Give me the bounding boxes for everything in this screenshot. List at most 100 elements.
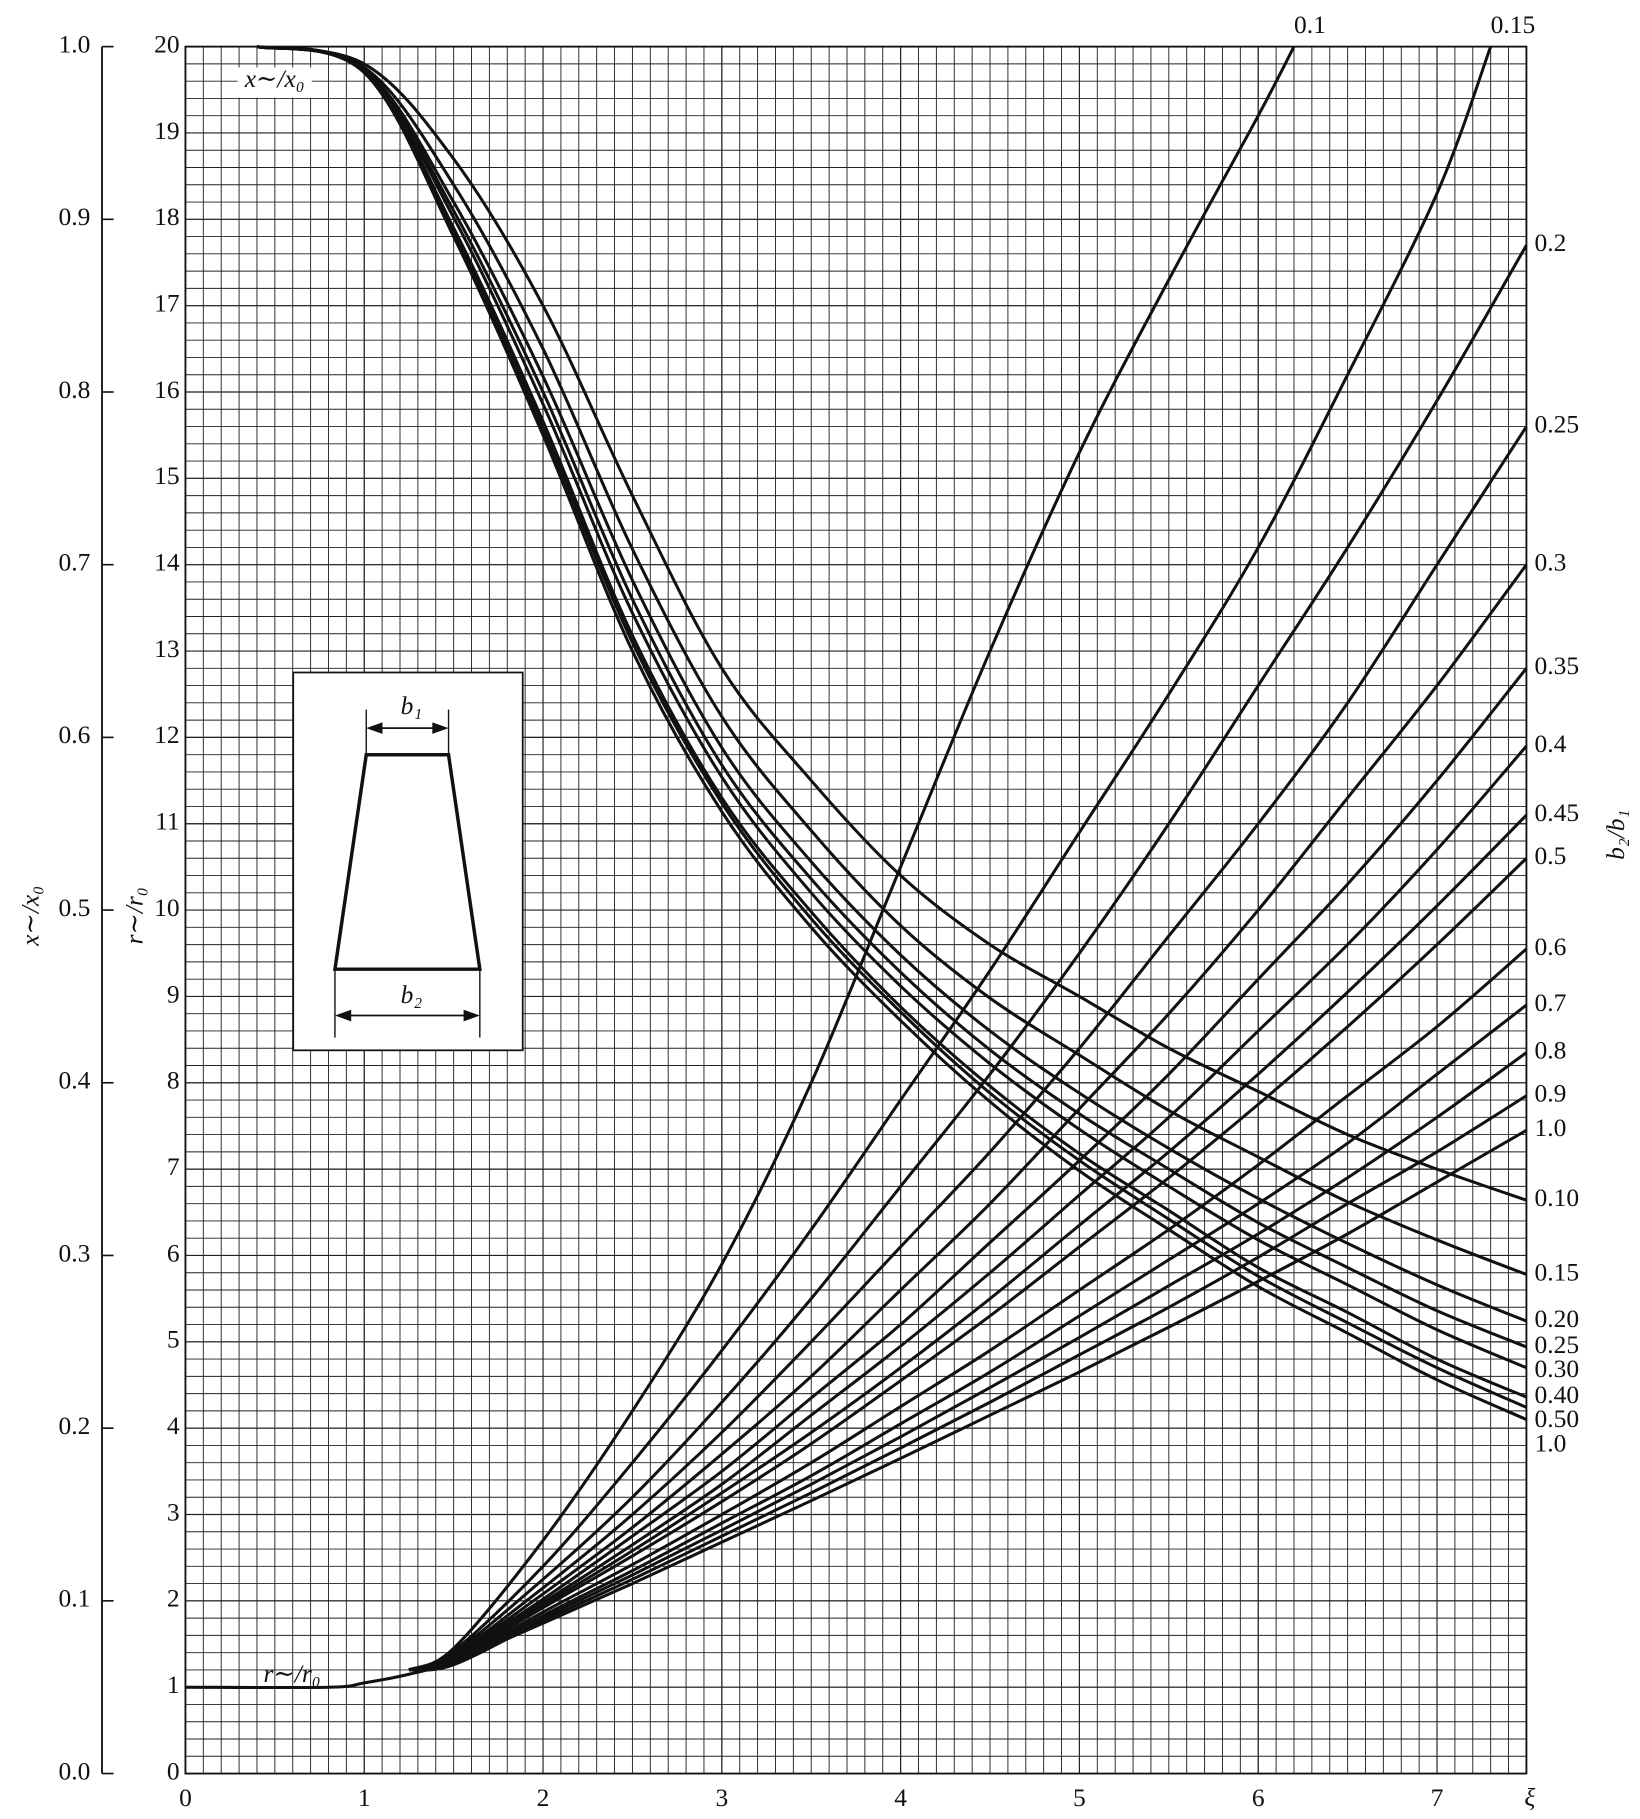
inset-frame — [292, 671, 524, 1052]
series-label: 0.45 — [1535, 798, 1580, 827]
y2-tick-label: 13 — [154, 634, 179, 663]
y-tick-label: 0.0 — [59, 1756, 91, 1785]
series-label: 0.30 — [1535, 1354, 1580, 1383]
series-label: 0.6 — [1535, 932, 1567, 961]
plot-frame — [184, 45, 1528, 1775]
y2-tick-label: 3 — [167, 1497, 180, 1526]
series-label: 1.0 — [1535, 1113, 1567, 1142]
y-tick-label: 0.2 — [59, 1411, 91, 1440]
curve — [408, 45, 1296, 1672]
annotation: x∼/x₀ — [244, 64, 305, 93]
label-bg — [1488, 11, 1542, 42]
y2-tick-label: 2 — [167, 1584, 180, 1613]
series-label: 0.25 — [1535, 409, 1580, 438]
arrow-head — [463, 1009, 480, 1022]
curve — [408, 947, 1528, 1672]
series-label: 0.8 — [1535, 1035, 1567, 1064]
y2-tick-label: 7 — [167, 1152, 180, 1181]
curve — [408, 745, 1528, 1672]
curve — [256, 45, 1528, 1421]
x-tick-label: 4 — [894, 1783, 907, 1812]
y2-tick-label: 20 — [154, 29, 179, 58]
series-label: 0.15 — [1491, 10, 1536, 39]
series-label: 0.10 — [1535, 1183, 1580, 1212]
y2-tick-label: 15 — [154, 461, 179, 490]
y-tick-label: 0.7 — [59, 548, 91, 577]
series-label: 0.3 — [1535, 548, 1567, 577]
y2-tick-label: 16 — [154, 375, 179, 404]
curves — [185, 45, 1528, 1690]
y-tick-label: 0.5 — [59, 893, 91, 922]
series-label: 0.20 — [1535, 1304, 1580, 1333]
curve — [408, 1094, 1528, 1672]
x-tick-label: 6 — [1252, 1783, 1265, 1812]
x-tick-label: 7 — [1431, 1783, 1444, 1812]
curve — [256, 45, 1528, 1399]
y-tick-label: 0.4 — [59, 1066, 91, 1095]
y2-tick-label: 11 — [155, 807, 180, 836]
x-tick-label: 3 — [715, 1783, 728, 1812]
curve — [408, 814, 1528, 1672]
y-axis-label: x∼/x₀ — [15, 886, 44, 947]
x-tick-label: 2 — [537, 1783, 550, 1812]
series-label: 0.1 — [1294, 10, 1326, 39]
curve — [256, 45, 1527, 1323]
series-label: 1.0 — [1535, 1429, 1567, 1458]
y2-tick-label: 14 — [154, 548, 180, 577]
curve — [408, 425, 1528, 1672]
curve — [256, 45, 1528, 1409]
y2-tick-label: 4 — [167, 1411, 180, 1440]
series-label: 0.7 — [1535, 988, 1567, 1017]
series-label: 0.5 — [1535, 841, 1567, 870]
arrow-head — [366, 722, 383, 734]
y-tick-label: 0.3 — [59, 1238, 91, 1267]
series-label: 0.4 — [1535, 729, 1567, 758]
y2-tick-label: 12 — [154, 720, 179, 749]
y2-tick-label: 8 — [167, 1066, 180, 1095]
y2-tick-label: 5 — [167, 1325, 180, 1354]
y2-axis-label: r∼/r₀ — [120, 887, 149, 944]
series-label: 0.50 — [1535, 1404, 1580, 1433]
y-tick-label: 0.1 — [59, 1584, 91, 1613]
y-tick-label: 0.8 — [59, 375, 91, 404]
curve — [408, 1003, 1528, 1672]
curve — [408, 667, 1528, 1672]
curve — [408, 857, 1528, 1672]
curve — [256, 45, 1527, 1276]
arrow-head — [334, 1009, 352, 1022]
y2-tick-label: 1 — [167, 1670, 180, 1699]
curve — [408, 46, 1493, 1672]
label-bg — [1291, 11, 1345, 42]
y-tick-label: 0.9 — [59, 202, 91, 231]
curve — [408, 244, 1528, 1672]
series-label: 0.35 — [1535, 651, 1580, 680]
arrow-head — [432, 722, 449, 734]
curve — [256, 45, 1527, 1349]
inset-diagram: b₁ b₂ — [292, 671, 524, 1052]
x-tick-label: 0 — [179, 1783, 192, 1812]
y-tick-label: 0.6 — [59, 720, 91, 749]
y2-tick-label: 0 — [167, 1756, 180, 1785]
x-tick-label: 5 — [1073, 1783, 1086, 1812]
y2-tick-label: 9 — [167, 979, 180, 1008]
series-label: 0.40 — [1535, 1380, 1580, 1409]
series-label: 0.15 — [1535, 1257, 1580, 1286]
y-tick-label: 1.0 — [59, 29, 91, 58]
y2-tick-label: 17 — [154, 288, 180, 317]
curve — [256, 45, 1527, 1202]
curve — [408, 563, 1528, 1672]
series-label: 0.25 — [1535, 1330, 1580, 1359]
y2-tick-label: 18 — [154, 202, 179, 231]
annotation: r∼/r₀ — [264, 1659, 321, 1688]
curve — [185, 1128, 1528, 1690]
annotation-bg — [237, 67, 312, 98]
curve — [256, 45, 1528, 1370]
y2-tick-label: 6 — [167, 1238, 180, 1267]
x-axis-label: ξ — [1524, 1783, 1535, 1812]
y2-tick-label: 10 — [154, 893, 179, 922]
series-label: 0.9 — [1535, 1079, 1567, 1108]
